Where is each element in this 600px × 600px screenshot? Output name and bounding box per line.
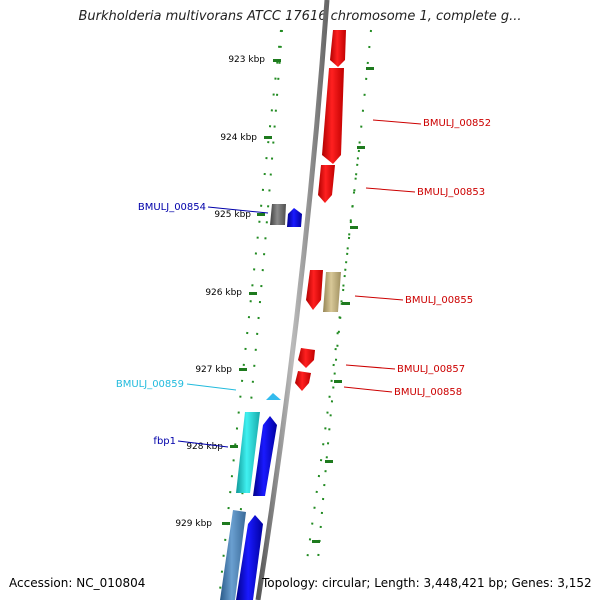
gene-label-bmulj-00857[interactable]: BMULJ_00857 xyxy=(397,364,465,375)
genome-backbone xyxy=(255,0,330,600)
gene-label-bmulj-00858[interactable]: BMULJ_00858 xyxy=(394,387,462,398)
gene-bmulj-00855-red[interactable] xyxy=(306,270,323,310)
tick-label-927: 927 kbp xyxy=(195,365,232,375)
gene-top-red[interactable] xyxy=(330,30,346,67)
leader-bmulj-00859 xyxy=(186,383,237,391)
tick-right-1 xyxy=(366,67,374,70)
gene-blue-bottom[interactable] xyxy=(236,515,263,600)
accession-label: Accession: NC_010804 xyxy=(9,576,146,590)
topology-label: Topology: circular; Length: 3,448,421 bp… xyxy=(262,576,592,590)
gene-steel-bottom[interactable] xyxy=(220,510,246,600)
gene-blue-large[interactable] xyxy=(253,416,277,496)
tick-924 xyxy=(264,136,272,139)
gene-blue-small[interactable] xyxy=(287,208,302,227)
leader-fbp1 xyxy=(177,440,229,448)
leader-bmulj-00853 xyxy=(365,187,416,193)
tick-label-926: 926 kbp xyxy=(205,288,242,298)
gene-bmulj-00853[interactable] xyxy=(318,165,335,203)
gene-bmulj-00852[interactable] xyxy=(322,68,344,164)
gene-bmulj-00854[interactable] xyxy=(270,204,286,225)
gene-bmulj-00857[interactable] xyxy=(298,348,315,368)
tick-925 xyxy=(257,213,265,216)
gene-fbp1[interactable] xyxy=(236,412,260,493)
leader-bmulj-00852 xyxy=(372,119,422,125)
gene-bmulj-00859[interactable] xyxy=(266,393,281,400)
gene-label-fbp1[interactable]: fbp1 xyxy=(153,436,176,447)
tick-right-7 xyxy=(312,540,320,543)
tick-right-2 xyxy=(357,146,365,149)
leader-bmulj-00858 xyxy=(343,386,393,393)
gene-bmulj-00855[interactable] xyxy=(323,272,341,312)
gene-label-bmulj-00854[interactable]: BMULJ_00854 xyxy=(138,202,206,213)
gene-label-bmulj-00852[interactable]: BMULJ_00852 xyxy=(423,118,491,129)
gene-bmulj-00858[interactable] xyxy=(295,371,311,391)
tick-923 xyxy=(273,59,281,62)
tick-929 xyxy=(222,522,230,525)
tick-928 xyxy=(230,445,238,448)
tick-right-6 xyxy=(325,460,333,463)
tick-927 xyxy=(239,368,247,371)
tick-label-929: 929 kbp xyxy=(175,519,212,529)
tick-label-924: 924 kbp xyxy=(220,133,257,143)
gene-label-bmulj-00855[interactable]: BMULJ_00855 xyxy=(405,295,473,306)
tick-label-925: 925 kbp xyxy=(214,210,251,220)
leader-bmulj-00854 xyxy=(207,206,269,214)
gene-label-bmulj-00853[interactable]: BMULJ_00853 xyxy=(417,187,485,198)
tick-label-928: 928 kbp xyxy=(186,442,223,452)
inner-dotted-track-right xyxy=(317,149,360,561)
tick-right-4 xyxy=(342,302,350,305)
tick-right-5 xyxy=(334,380,342,383)
tick-marks xyxy=(222,59,374,543)
leader-bmulj-00855 xyxy=(354,295,404,301)
gene-label-bmulj-00859[interactable]: BMULJ_00859 xyxy=(116,379,184,390)
tick-label-923: 923 kbp xyxy=(228,55,265,65)
leader-bmulj-00857 xyxy=(345,364,396,370)
tick-926 xyxy=(249,292,257,295)
map-title: Burkholderia multivorans ATCC 17616 chro… xyxy=(78,9,522,24)
tick-right-3 xyxy=(350,226,358,229)
